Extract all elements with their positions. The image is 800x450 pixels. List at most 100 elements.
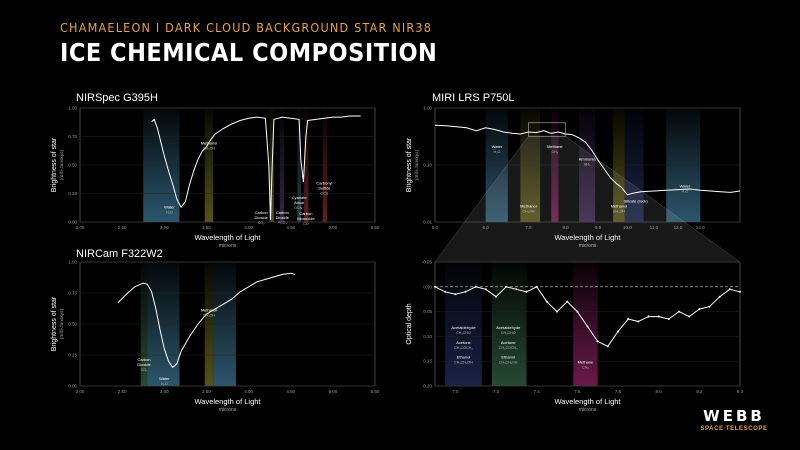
miri-band-label: Methanol bbox=[520, 203, 537, 208]
nircam-band-formula: CO₂ bbox=[141, 368, 148, 372]
depth-point bbox=[505, 285, 508, 288]
miri-band bbox=[551, 109, 559, 222]
nirspec-band-label: Carbon bbox=[276, 210, 289, 215]
nirspec-xtick-label: 3.50 bbox=[202, 225, 211, 230]
nircam-band-label: Water bbox=[159, 376, 170, 381]
nirspec-ytick-label: 1.00 bbox=[68, 106, 77, 111]
depth-band-formula: CH₃CH₂OH bbox=[454, 361, 473, 365]
depth-point bbox=[739, 290, 741, 293]
nirspec-band-label: Dioxide bbox=[276, 215, 290, 220]
nirspec-xlabel: Wavelength of Light bbox=[194, 233, 261, 242]
depth-band-label: Acetaldehyde bbox=[496, 325, 521, 330]
depth-point bbox=[566, 300, 569, 303]
depth-point bbox=[454, 293, 457, 296]
depth-point bbox=[637, 320, 640, 323]
depth-band bbox=[445, 263, 482, 386]
nirspec-xtick-label: 4.50 bbox=[286, 225, 295, 230]
depth-point bbox=[586, 325, 589, 328]
nircam-band-label: Dioxide bbox=[137, 362, 151, 367]
miri-ylabel: Brightness of star bbox=[406, 137, 413, 192]
nirspec-xunit: microns bbox=[219, 243, 237, 249]
miri-band bbox=[579, 109, 596, 222]
depth-point bbox=[627, 318, 630, 321]
depth-ytick-label: 0.05 bbox=[423, 309, 432, 314]
miri-ytick-label: 1.00 bbox=[423, 106, 432, 111]
nirspec-ytick-label: 0.50 bbox=[68, 163, 77, 168]
nirspec-yunit: (milli-Janskys) bbox=[59, 149, 65, 180]
nirspec-xtick-label: 5.50 bbox=[371, 225, 380, 230]
nircam-band-label: Carbon bbox=[137, 357, 150, 362]
miri-band bbox=[613, 109, 625, 222]
depth-ytick-label: 0.20 bbox=[423, 384, 432, 389]
miri-band bbox=[520, 109, 541, 222]
nirspec-series-line bbox=[151, 115, 361, 220]
zoom-box bbox=[528, 122, 566, 137]
depth-band-label: Ethanol bbox=[457, 355, 471, 360]
nircam-ytick-label: 0.00 bbox=[68, 384, 77, 389]
nircam-ylabel: Brightness of star bbox=[51, 296, 58, 351]
depth-point bbox=[515, 288, 518, 291]
depth-point bbox=[434, 285, 436, 288]
depth-point bbox=[728, 288, 731, 291]
miri-xtick-label: 7.0 bbox=[525, 225, 532, 230]
depth-point bbox=[698, 308, 701, 311]
nirspec-band bbox=[279, 109, 284, 222]
nirspec-ylabel: Brightness of star bbox=[51, 137, 58, 192]
nirspec-xtick-label: 2.50 bbox=[118, 225, 127, 230]
miri-band-formula: H₂O bbox=[494, 150, 501, 154]
nirspec-band bbox=[304, 109, 309, 222]
nirspec-band bbox=[297, 109, 301, 222]
depth-point bbox=[484, 288, 487, 291]
depth-band-label: Acetone bbox=[456, 340, 471, 345]
nircam-band-label: Methanol bbox=[201, 308, 218, 313]
depth-band-formula: CH₄ bbox=[582, 366, 589, 370]
nircam-xtick-label: 3.50 bbox=[202, 389, 211, 394]
nircam-series-line bbox=[117, 272, 296, 369]
depth-band-label: Methane bbox=[578, 360, 594, 365]
depth-point bbox=[647, 315, 650, 318]
nirspec-band-formula: ¹³CO₂ bbox=[278, 221, 288, 225]
depth-xtick-label: 8.4 bbox=[737, 389, 744, 394]
nircam-band bbox=[147, 263, 180, 386]
miri-band-formula: CH₃OH bbox=[522, 209, 534, 213]
webb-logo: WEBB SPACE TELESCOPE bbox=[698, 407, 770, 432]
miri-xunit: microns bbox=[579, 243, 597, 249]
miri-band bbox=[666, 109, 701, 222]
nirspec-band-label: Sulfide bbox=[318, 185, 331, 190]
miri-band-label: Ammonia bbox=[579, 156, 597, 161]
nircam-xtick-label: 5.50 bbox=[371, 389, 380, 394]
miri-ytick-label: 0.01 bbox=[423, 220, 432, 225]
nircam-xtick-label: 4.50 bbox=[286, 389, 295, 394]
depth-ytick-label: 0.15 bbox=[423, 359, 432, 364]
depth-ylabel: Optical depth bbox=[406, 303, 413, 344]
nirspec-xtick-label: 3.00 bbox=[160, 225, 169, 230]
miri-series-line bbox=[434, 124, 741, 196]
nirspec-title: NIRSpec G395H bbox=[76, 92, 158, 104]
nirspec-band-formula: OCN⁻ bbox=[294, 206, 304, 210]
logo-wordmark: WEBB bbox=[703, 407, 765, 425]
depth-xunit: microns bbox=[579, 407, 597, 413]
nircam-band-formula: H₂O bbox=[161, 382, 168, 386]
nircam-band-formula: CH₃OH bbox=[203, 314, 215, 318]
depth-xtick-label: 8.0 bbox=[656, 389, 663, 394]
nirspec-band-label: Dioxide bbox=[255, 215, 269, 220]
depth-point bbox=[556, 310, 558, 313]
miri-band-formula: NH₃ bbox=[584, 162, 591, 166]
nirspec-band-formula: CO bbox=[303, 222, 309, 226]
miri-yunit: (milli-Janskys) bbox=[414, 149, 420, 180]
depth-point bbox=[688, 315, 691, 318]
depth-ytick-label: 0.00 bbox=[423, 284, 432, 289]
miri-xtick-label: 11.0 bbox=[650, 225, 659, 230]
nirspec-band-label: Anion bbox=[294, 200, 304, 205]
nirspec-ytick-label: 0.00 bbox=[68, 220, 77, 225]
depth-band-formula: CH₃CHO bbox=[456, 331, 471, 335]
depth-point bbox=[525, 290, 528, 293]
nirspec-band-formula: OCS bbox=[321, 191, 329, 195]
depth-ytick-label: 0.10 bbox=[423, 334, 432, 339]
depth-point bbox=[474, 285, 477, 288]
nircam-xtick-label: 2.50 bbox=[118, 389, 127, 394]
depth-point bbox=[464, 290, 467, 293]
depth-band bbox=[573, 263, 598, 386]
depth-band bbox=[491, 263, 527, 386]
nircam-band bbox=[213, 263, 236, 386]
